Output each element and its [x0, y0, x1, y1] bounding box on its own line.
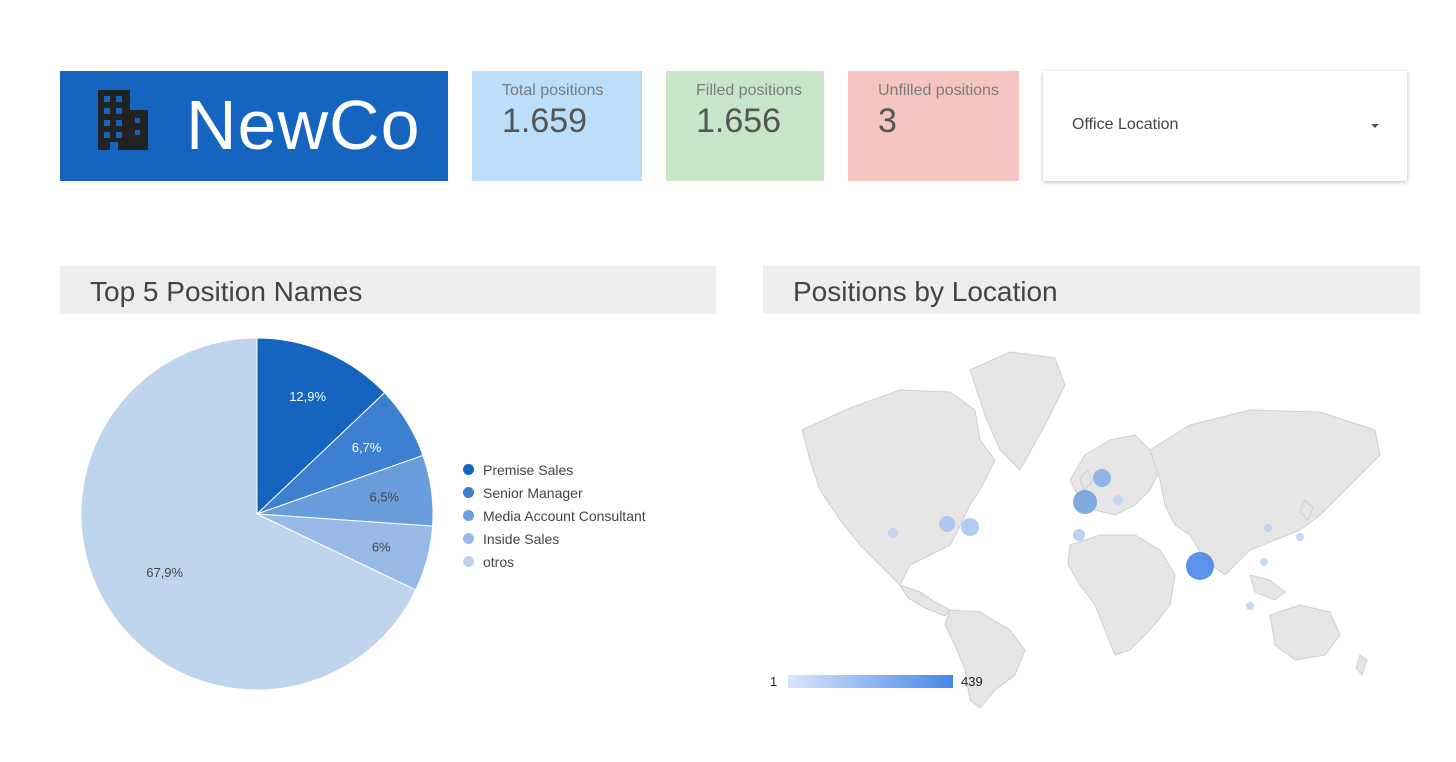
legend-swatch	[463, 464, 474, 475]
bubble-new-york	[961, 518, 979, 536]
map-region-uk	[1079, 469, 1093, 491]
legend-label: Inside Sales	[483, 530, 560, 547]
legend-swatch	[463, 510, 474, 521]
kpi-value: 1.659	[502, 102, 588, 140]
bubble-singapore	[1246, 602, 1254, 610]
legend-label: Media Account Consultant	[483, 507, 646, 524]
scale-min: 1	[770, 673, 778, 689]
legend-swatch	[463, 487, 474, 498]
bubble-germany	[1113, 495, 1123, 505]
map-region-australia	[1269, 604, 1341, 661]
legend-item-inside-sales[interactable]: Inside Sales	[463, 527, 646, 550]
legend-item-media-account-consultant[interactable]: Media Account Consultant	[463, 504, 646, 527]
pie-slice-otros[interactable]	[80, 337, 417, 691]
positions-world-map[interactable]	[780, 330, 1410, 710]
kpi-unfilled-positions: Unfilled positions 3	[848, 71, 1019, 181]
legend-item-senior-manager[interactable]: Senior Manager	[463, 481, 646, 504]
pie-data-label: 6,7%	[352, 440, 382, 455]
bubble-hong-kong	[1260, 558, 1268, 566]
kpi-filled-positions: Filled positions 1.656	[666, 71, 824, 181]
office-location-label: Office Location	[1072, 116, 1179, 133]
legend-label: Premise Sales	[483, 461, 574, 478]
world-landmass	[801, 351, 1381, 709]
kpi-value: 3	[878, 102, 897, 140]
bubble-california	[888, 528, 898, 538]
bubble-india	[1186, 552, 1214, 580]
pie-data-label: 12,9%	[289, 389, 326, 404]
brand-name: NewCo	[186, 86, 421, 164]
map-region-se-asia	[1249, 574, 1286, 601]
bubble-chicago	[939, 516, 955, 532]
scale-gradient	[788, 674, 953, 688]
brand-tile: NewCo	[60, 71, 448, 181]
map-color-scale: 1 439	[770, 670, 983, 692]
pie-slice-premise-sales[interactable]	[256, 337, 386, 516]
map-region-japan	[1299, 499, 1314, 521]
kpi-label: Total positions	[502, 82, 604, 99]
office-location-dropdown[interactable]: Office Location	[1043, 71, 1407, 181]
bubble-netherlands	[1073, 490, 1097, 514]
legend-item-otros[interactable]: otros	[463, 550, 646, 573]
map-region-greenland	[969, 351, 1066, 471]
kpi-label: Filled positions	[696, 82, 802, 99]
bubble-china	[1264, 524, 1272, 532]
legend-label: otros	[483, 553, 515, 570]
pie-data-label: 6%	[372, 540, 391, 555]
legend-swatch	[463, 533, 474, 544]
dropdown-arrow-icon[interactable]	[1371, 124, 1379, 128]
pie-legend: Premise Sales Senior Manager Media Accou…	[463, 458, 646, 573]
top5-section-title: Top 5 Position Names	[60, 266, 716, 314]
bubble-spain	[1073, 529, 1085, 541]
map-region-africa	[1067, 534, 1176, 656]
pie-data-label: 6,5%	[369, 490, 399, 505]
location-section-title: Positions by Location	[763, 266, 1420, 314]
bubble-scandinavia	[1093, 469, 1111, 487]
bubble-japan	[1296, 533, 1304, 541]
map-region-new-zealand	[1355, 654, 1368, 676]
legend-swatch	[463, 556, 474, 567]
top5-pie-chart: 12,9% 6,7% 6,5% 6% 67,9%	[80, 337, 434, 691]
kpi-label: Unfilled positions	[878, 82, 999, 99]
map-region-central-america	[898, 584, 951, 617]
map-region-south-america	[944, 609, 1026, 709]
pie-data-label: 67,9%	[146, 565, 183, 580]
kpi-value: 1.656	[696, 102, 782, 140]
map-region-north-america	[801, 389, 996, 586]
location-bubbles	[888, 469, 1304, 610]
legend-label: Senior Manager	[483, 484, 583, 501]
kpi-total-positions: Total positions 1.659	[472, 71, 642, 181]
office-building-icon	[98, 90, 148, 150]
map-region-asia	[1149, 409, 1381, 576]
scale-max: 439	[961, 673, 983, 689]
legend-item-premise-sales[interactable]: Premise Sales	[463, 458, 646, 481]
